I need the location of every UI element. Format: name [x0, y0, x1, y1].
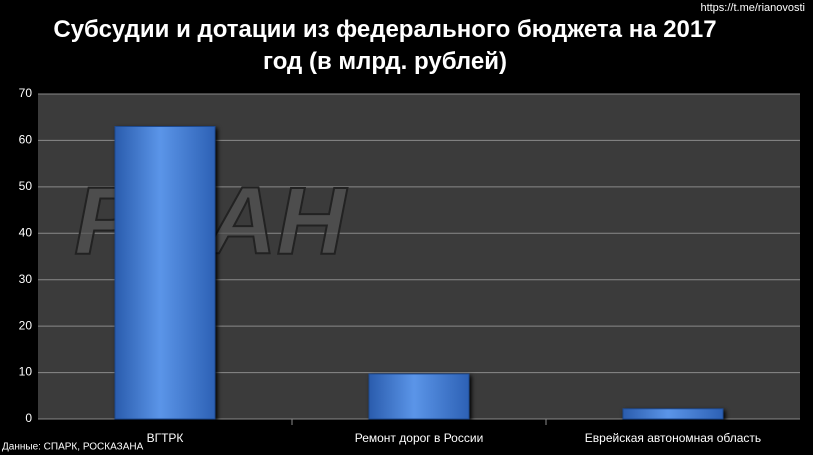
source: Данные: СПАРК, РОСКАЗАНА	[2, 442, 144, 453]
link: https://t.me/rianovosti	[700, 2, 805, 14]
x-tick-label: Ремонт дорог в России	[355, 431, 484, 445]
bar	[368, 373, 470, 420]
bar	[622, 408, 724, 420]
y-tick-label: 40	[19, 225, 33, 239]
x-tick-label: ВГТРК	[147, 431, 184, 445]
y-tick-label: 30	[19, 272, 33, 286]
y-tick-label: 0	[25, 411, 32, 425]
chart-title: Субсудии и дотации из федерального бюдже…	[53, 16, 717, 75]
y-tick-label: 20	[19, 318, 33, 332]
y-tick-label: 60	[19, 133, 33, 147]
x-tick-label: Еврейская автономная область	[585, 431, 761, 445]
y-tick-label: 50	[19, 179, 33, 193]
bar	[114, 126, 216, 420]
y-tick-label: 10	[19, 365, 33, 379]
y-tick-label: 70	[19, 86, 33, 100]
